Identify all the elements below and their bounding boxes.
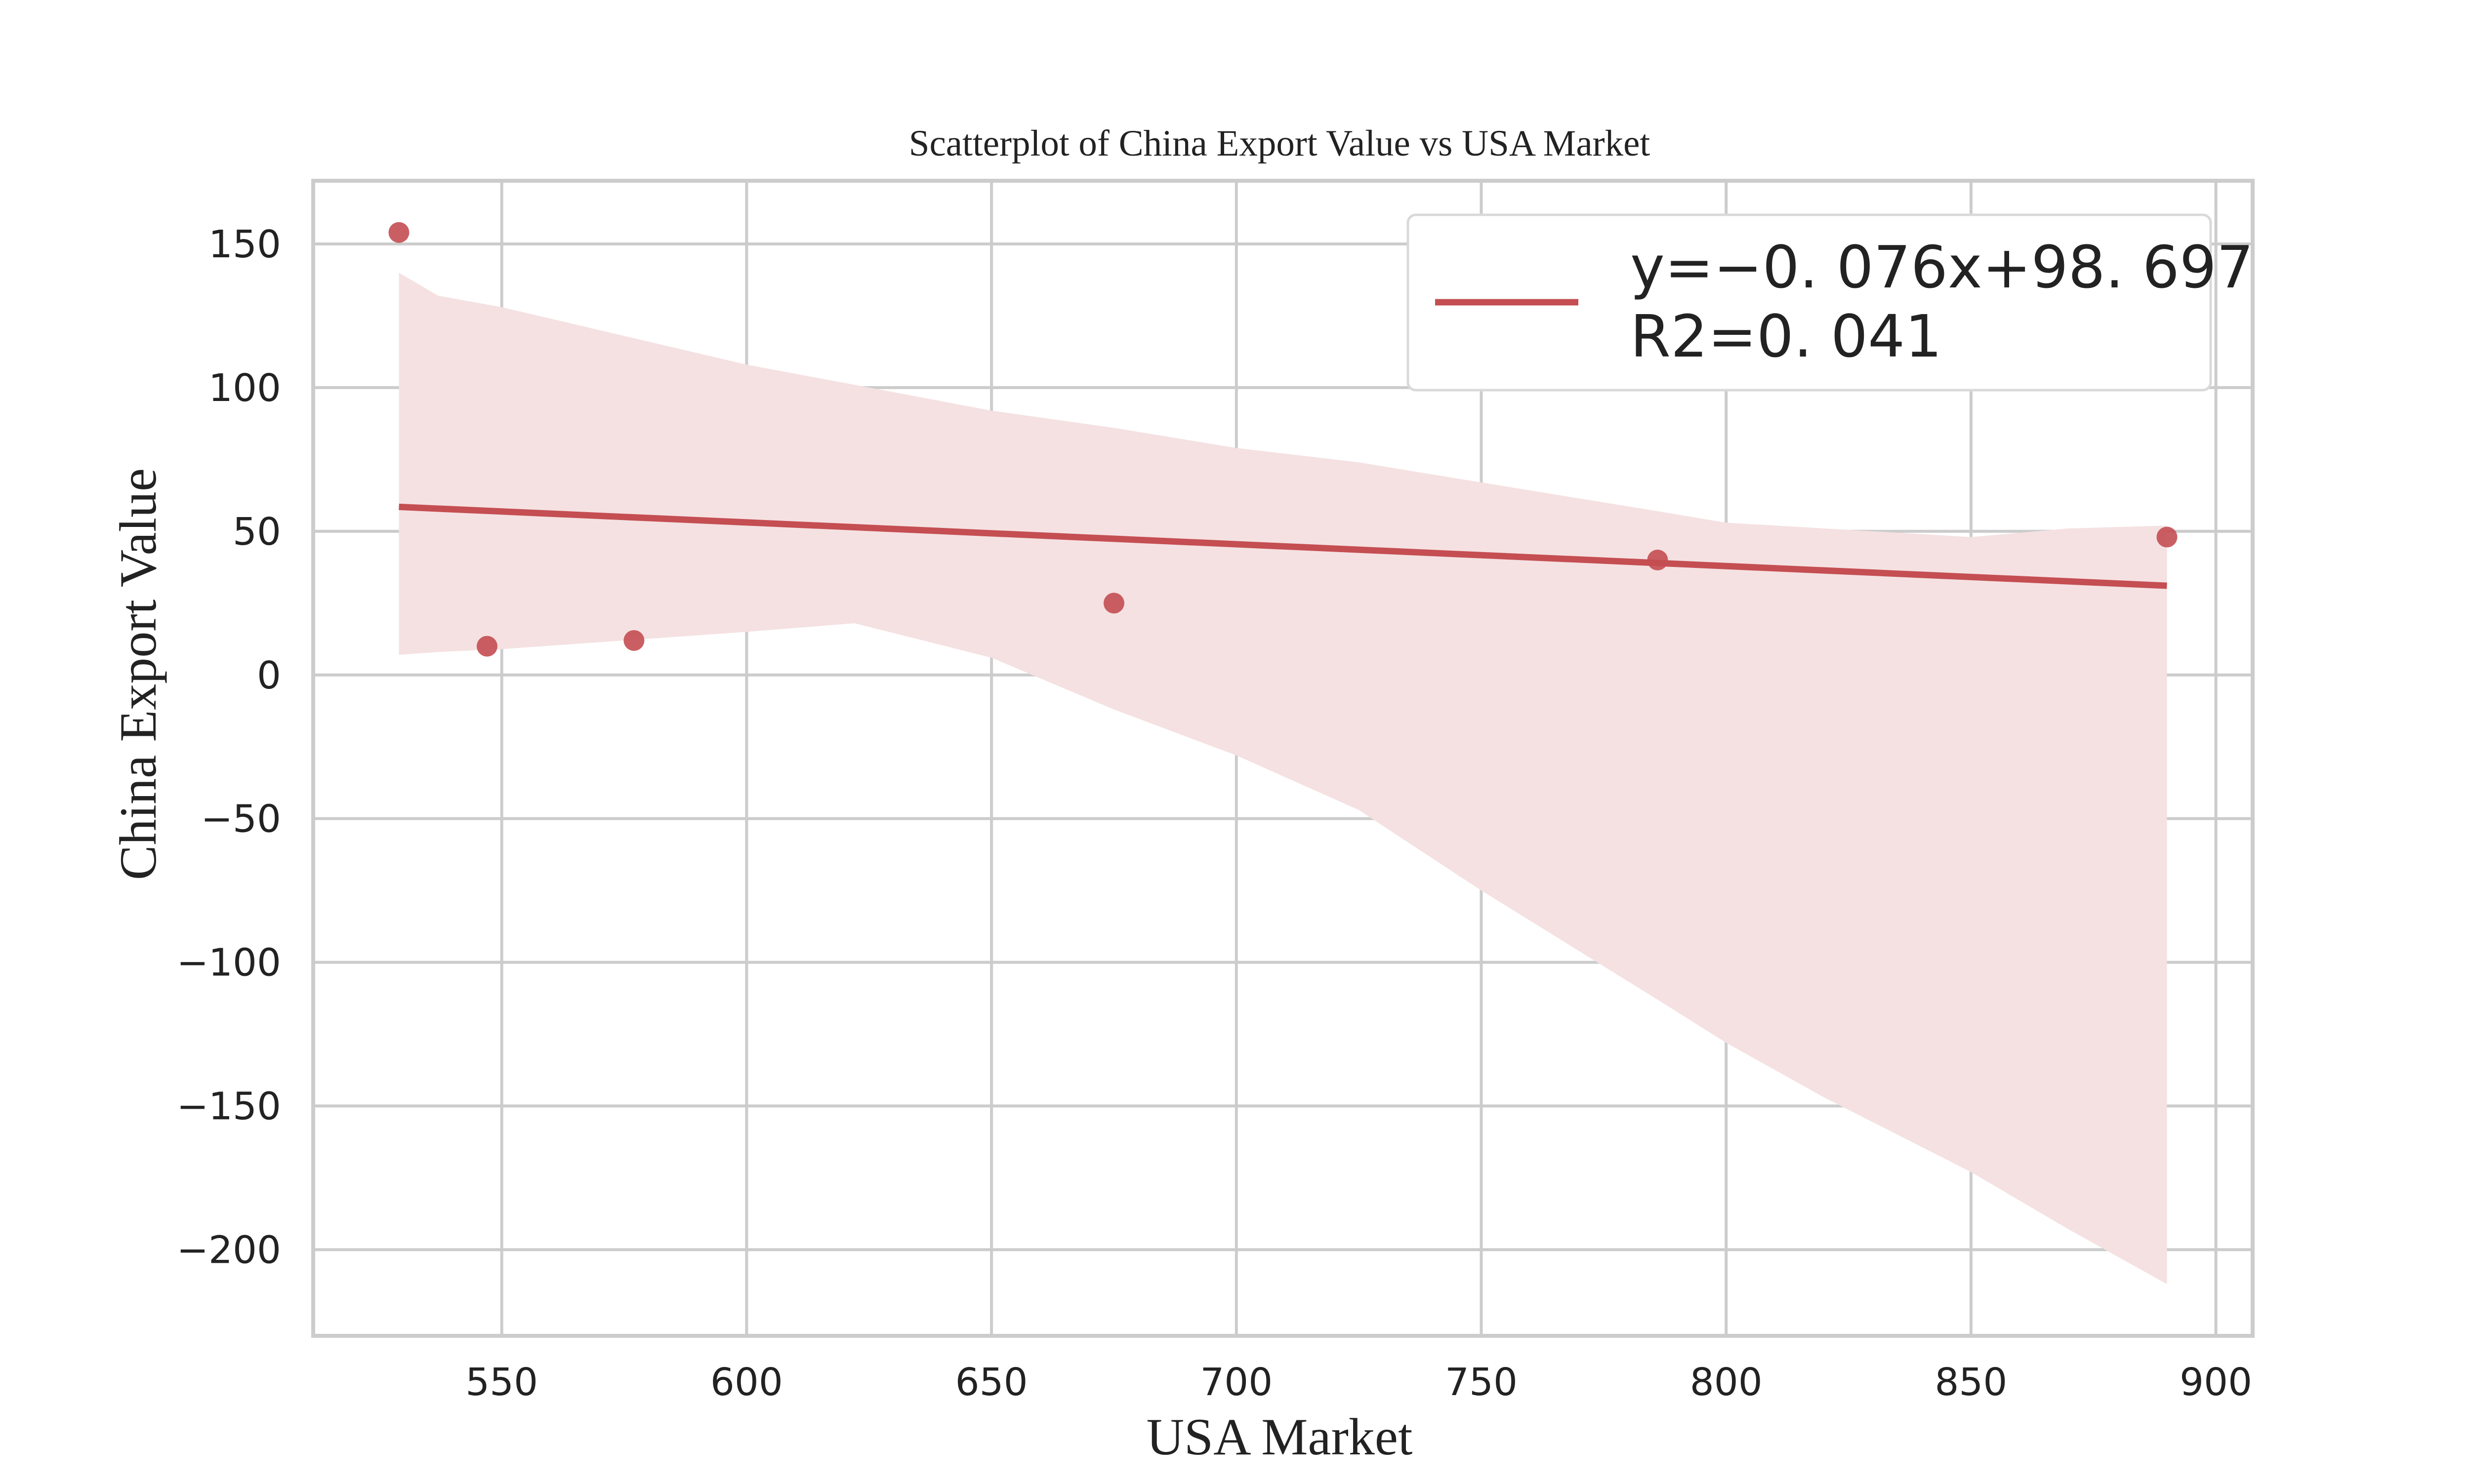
plot-frame <box>311 179 2255 1338</box>
y-tick-label: −100 <box>177 941 282 985</box>
data-point <box>476 636 497 657</box>
data-point <box>1103 593 1124 614</box>
data-points <box>388 222 2178 657</box>
x-tick-label: 850 <box>1935 1361 2007 1404</box>
y-tick-label: −200 <box>177 1228 282 1272</box>
data-point <box>388 222 410 243</box>
y-tick-label: 100 <box>208 366 281 410</box>
x-tick-label: 750 <box>1445 1361 1518 1404</box>
x-tick-label: 550 <box>465 1361 538 1404</box>
legend: y=−0. 076x+98. 697 R2=0. 041 <box>1406 213 2254 392</box>
legend-r2-label: R2=0. 041 <box>1630 302 1942 370</box>
y-tick-label: −50 <box>201 798 282 842</box>
x-axis-label: USA Market <box>1147 1408 1413 1466</box>
x-tick-label: 900 <box>2180 1361 2252 1404</box>
y-axis-label: China Export Value <box>109 468 167 880</box>
x-tick-label: 800 <box>1690 1361 1763 1404</box>
y-tick-label: 0 <box>257 654 281 698</box>
data-point <box>1647 550 1668 571</box>
legend-equation-label: y=−0. 076x+98. 697 <box>1630 233 2254 301</box>
data-point <box>623 630 645 651</box>
y-tick-label: 50 <box>233 510 281 554</box>
legend-box <box>1406 213 2212 392</box>
regression-line <box>399 503 2167 589</box>
chart-title: Scatterplot of China Export Value vs USA… <box>909 123 1650 164</box>
x-axis-ticks: 550 600 650 700 750 800 850 900 <box>465 1361 2252 1404</box>
x-tick-label: 650 <box>955 1361 1028 1404</box>
x-tick-label: 700 <box>1200 1361 1273 1404</box>
data-point <box>2156 526 2178 548</box>
y-tick-label: −150 <box>177 1085 282 1129</box>
x-tick-label: 600 <box>710 1361 783 1404</box>
y-tick-label: 150 <box>208 223 281 267</box>
y-axis-ticks: 150 100 50 0 −50 −100 −150 −200 <box>177 223 282 1272</box>
